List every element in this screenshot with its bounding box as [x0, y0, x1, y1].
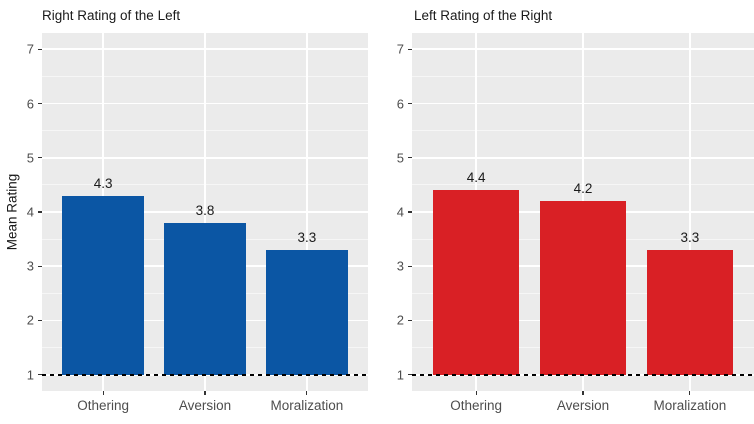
chart-title: Left Rating of the Right	[414, 8, 553, 23]
y-tick-mark	[38, 102, 42, 105]
y-tick-label: 2	[396, 312, 404, 328]
x-tick-mark	[102, 391, 104, 395]
bar-value-label: 3.3	[680, 229, 700, 245]
gridline-major-horizontal	[412, 156, 754, 159]
y-tick-mark	[38, 374, 42, 376]
x-tick-mark	[306, 391, 308, 395]
bar-value-label: 4.4	[466, 170, 486, 186]
bar-value-label: 4.2	[573, 181, 593, 197]
y-tick-label: 3	[396, 258, 404, 274]
x-tick-mark	[204, 391, 206, 395]
y-tick-mark	[408, 211, 412, 213]
x-tick-label: Moralization	[270, 398, 344, 413]
y-tick-label: 5	[396, 150, 404, 166]
y-tick-label: 4	[26, 204, 34, 220]
y-tick-mark	[38, 211, 42, 213]
y-tick-label: 3	[26, 258, 34, 274]
y-tick-label: 5	[26, 150, 34, 166]
bar-moralization	[647, 249, 733, 375]
gridline-major-horizontal	[42, 102, 368, 105]
y-tick-mark	[408, 157, 412, 159]
y-tick-label: 6	[26, 96, 34, 111]
y-tick-mark	[408, 374, 412, 376]
gridline-major-horizontal	[42, 211, 368, 213]
y-tick-label: 1	[26, 367, 34, 383]
bar-moralization	[266, 249, 348, 375]
bar-othering	[433, 190, 519, 375]
bar-value-label: 3.8	[195, 202, 215, 218]
y-tick-label: 4	[396, 204, 404, 220]
gridline-major-horizontal	[42, 48, 368, 51]
bar-value-label: 4.3	[93, 175, 113, 191]
bar-aversion	[540, 201, 626, 375]
x-tick-mark	[582, 391, 584, 395]
gridline-major-horizontal	[412, 48, 754, 51]
y-tick-mark	[408, 102, 412, 105]
bar-value-label: 3.3	[297, 229, 317, 245]
y-tick-mark	[38, 265, 42, 267]
x-tick-mark	[475, 391, 477, 395]
gridline-major-horizontal	[412, 102, 754, 105]
y-tick-mark	[408, 48, 412, 50]
y-tick-mark	[38, 319, 42, 322]
reference-line-dashed	[412, 373, 754, 376]
y-tick-mark	[408, 319, 412, 322]
y-tick-label: 2	[26, 312, 34, 328]
chart-title: Right Rating of the Left	[42, 8, 181, 23]
y-tick-label: 7	[396, 41, 404, 57]
x-tick-label: Moralization	[653, 398, 727, 413]
y-tick-label: 1	[396, 367, 404, 383]
x-tick-label: Aversion	[178, 398, 232, 413]
x-tick-mark	[689, 391, 691, 395]
x-tick-label: Othering	[77, 398, 130, 413]
y-tick-mark	[408, 265, 412, 267]
y-tick-mark	[38, 157, 42, 159]
x-tick-label: Othering	[450, 398, 503, 413]
gridline-major-horizontal	[42, 156, 368, 159]
y-tick-mark	[38, 48, 42, 50]
bar-othering	[62, 195, 144, 375]
y-tick-label: 6	[396, 96, 404, 111]
reference-line-dashed	[42, 373, 368, 376]
y-tick-label: 7	[26, 41, 34, 57]
x-tick-label: Aversion	[556, 398, 610, 413]
bar-aversion	[164, 222, 246, 375]
